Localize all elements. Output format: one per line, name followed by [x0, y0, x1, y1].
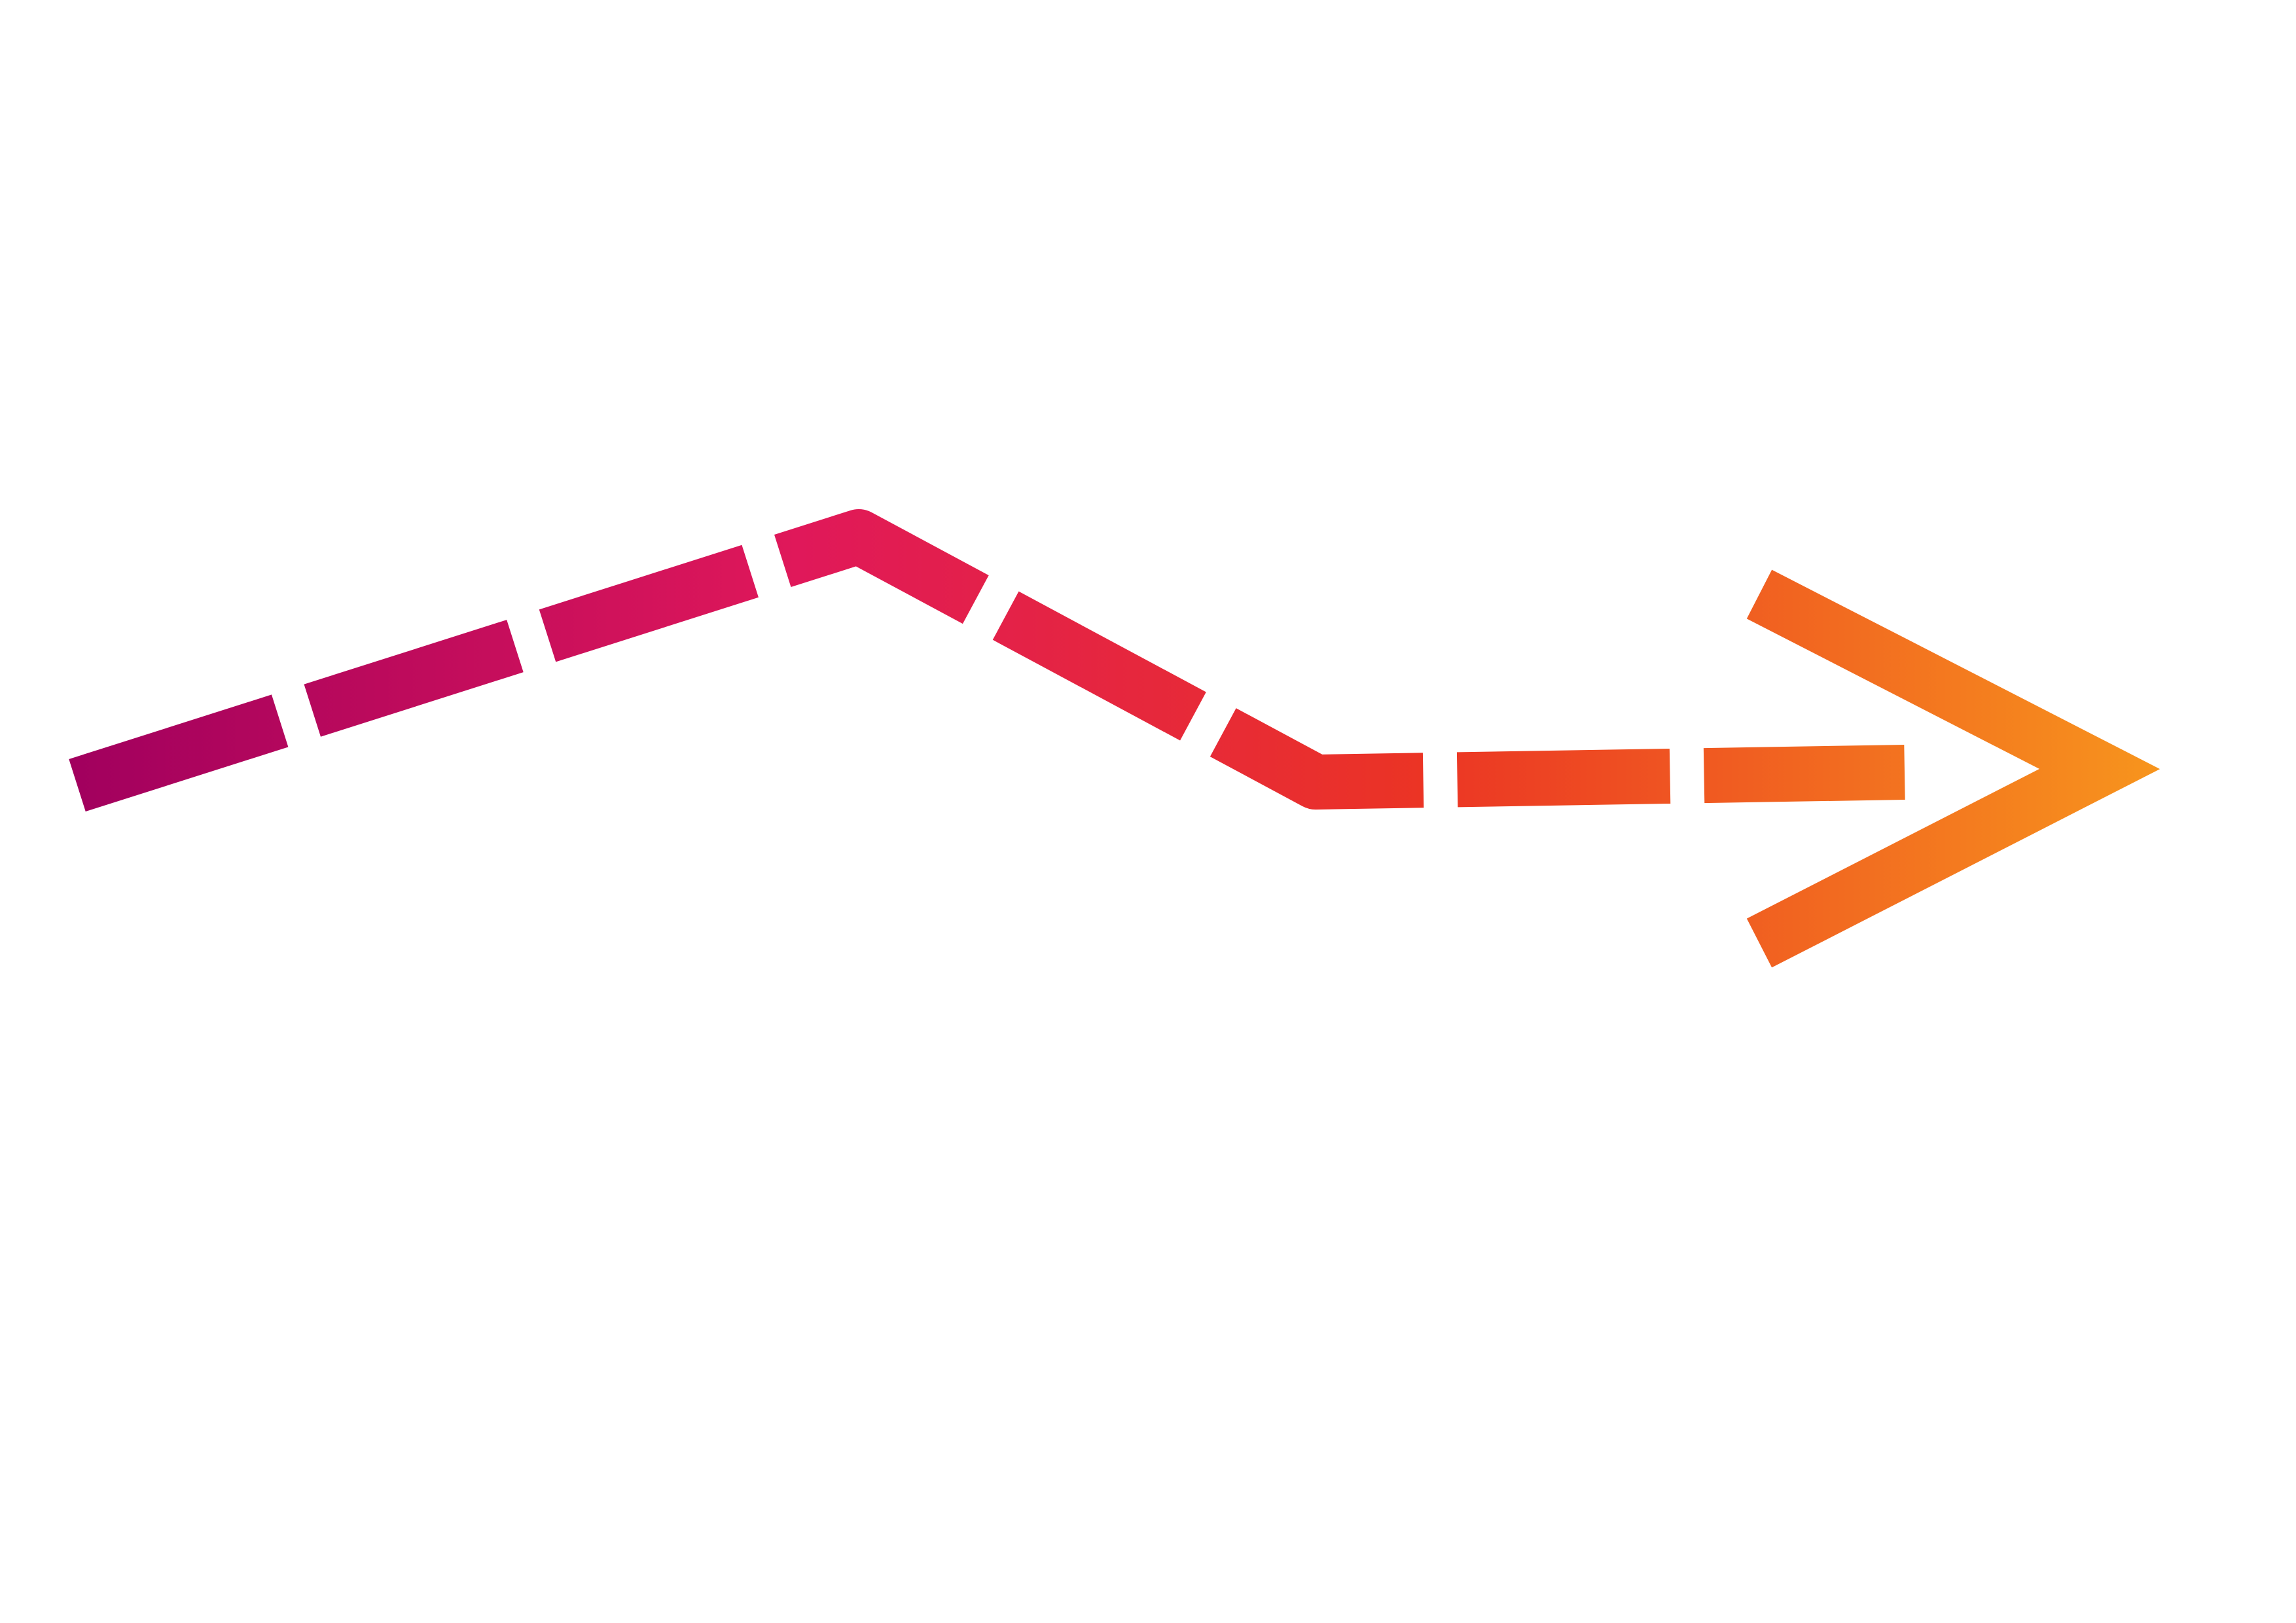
dashed-zigzag-arrow-icon [69, 509, 2161, 968]
arrow-shaft-dashed-line [69, 509, 1905, 812]
arrow-head-chevron [1746, 569, 2161, 968]
